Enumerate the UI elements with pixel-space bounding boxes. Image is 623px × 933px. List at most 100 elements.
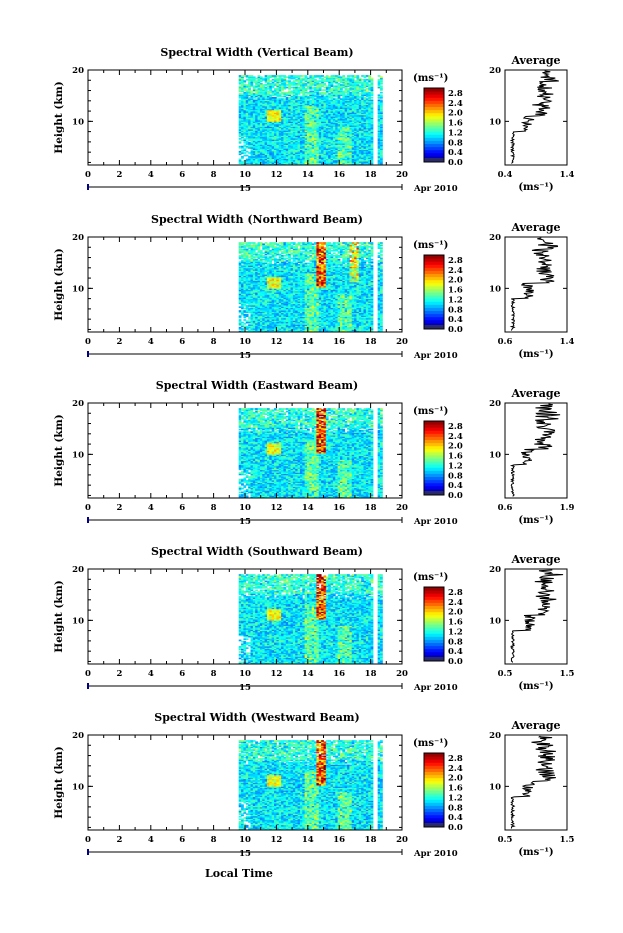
heatmap-cell xyxy=(243,84,246,86)
heatmap-cell xyxy=(286,80,289,82)
heatmap-cell xyxy=(243,155,246,157)
panel-title: Spectral Width (Vertical Beam) xyxy=(160,46,353,59)
heatmap-cell xyxy=(335,80,338,82)
heatmap-cell xyxy=(291,82,294,84)
heatmap-cell xyxy=(293,87,296,89)
heatmap-cell xyxy=(248,75,251,77)
heatmap-cell xyxy=(361,82,364,84)
heatmap-cell xyxy=(255,80,258,82)
heatmap-cell xyxy=(267,75,270,77)
heatmap-cell xyxy=(239,100,242,102)
heatmap-cell xyxy=(262,84,265,86)
heatmap-cell xyxy=(243,92,246,94)
heatmap-cell xyxy=(272,82,275,84)
heatmap-cell xyxy=(262,78,265,80)
heatmap-cell xyxy=(342,91,345,93)
heatmap-cell xyxy=(300,78,303,80)
heatmap-cell xyxy=(274,88,277,90)
heatmap-cell xyxy=(281,75,284,77)
heatmap-cell xyxy=(298,75,301,77)
heatmap-cell xyxy=(241,150,244,152)
heatmap-cell xyxy=(324,76,327,78)
heatmap-cell xyxy=(307,85,310,87)
heatmap-cell xyxy=(340,76,343,78)
heatmap-cell xyxy=(321,92,324,94)
heatmap-cell xyxy=(356,75,359,77)
heatmap-cell xyxy=(307,92,310,94)
heatmap-cell xyxy=(298,87,301,89)
heatmap-cell xyxy=(324,79,327,81)
heatmap-cell xyxy=(335,75,338,77)
heatmap-cell xyxy=(349,92,352,94)
heatmap-cell xyxy=(250,91,253,93)
heatmap-cell xyxy=(239,93,242,95)
heatmap-cell xyxy=(279,75,282,77)
heatmap-cell xyxy=(321,75,324,77)
heatmap-cell xyxy=(274,83,277,85)
heatmap-cell xyxy=(253,100,256,102)
heatmap-cell xyxy=(345,78,348,80)
heatmap-cell xyxy=(288,80,291,82)
heatmap-cell xyxy=(243,138,246,140)
heatmap-cell xyxy=(243,80,246,82)
heatmap-cell xyxy=(340,84,343,86)
heatmap-cell xyxy=(316,80,319,82)
heatmap-cell xyxy=(276,78,279,80)
heatmap-cell xyxy=(288,91,291,93)
heatmap-cell xyxy=(241,93,244,95)
heatmap-cell xyxy=(241,75,244,77)
heatmap-cell xyxy=(302,78,305,80)
heatmap-cell xyxy=(260,76,263,78)
heatmap-cell xyxy=(276,75,279,77)
heatmap-cell xyxy=(312,75,315,77)
heatmap-cell xyxy=(312,91,315,93)
heatmap-cell xyxy=(291,91,294,93)
heatmap-cell xyxy=(276,98,279,100)
heatmap-cell xyxy=(300,75,303,77)
heatmap-cell xyxy=(239,146,242,148)
heatmap-cell xyxy=(302,75,305,77)
heatmap-cell xyxy=(354,75,357,77)
heatmap-cell xyxy=(338,75,341,77)
figure: Spectral Width (Vertical Beam)0246810121… xyxy=(0,0,623,929)
heatmap-cell xyxy=(243,144,246,146)
heatmap-cell xyxy=(281,98,284,100)
heatmap-cell xyxy=(269,83,272,85)
heatmap-cell xyxy=(319,80,322,82)
heatmap-cell xyxy=(328,93,331,95)
heatmap-cell xyxy=(361,75,364,77)
heatmap-cell xyxy=(298,96,301,98)
heatmap-cell xyxy=(354,80,357,82)
heatmap-cell xyxy=(286,76,289,78)
heatmap-cell xyxy=(307,96,310,98)
heatmap-cell xyxy=(246,155,249,157)
heatmap-cell xyxy=(246,89,249,91)
panel-0: Spectral Width (Vertical Beam)0246810121… xyxy=(53,46,574,194)
heatmap-cell xyxy=(248,97,251,99)
heatmap-cell xyxy=(286,84,289,86)
heatmap-cell xyxy=(331,75,334,77)
heatmap-cell xyxy=(253,85,256,87)
heatmap-cell xyxy=(272,75,275,77)
heatmap-cell xyxy=(239,138,242,140)
heatmap-cell xyxy=(307,80,310,82)
heatmap-cell xyxy=(359,100,362,102)
heatmap-cell xyxy=(359,78,362,80)
heatmap-cell xyxy=(241,146,244,148)
heatmap-cell xyxy=(324,87,327,89)
heatmap-cell xyxy=(246,79,249,81)
heatmap-cell xyxy=(352,75,355,77)
heatmap-cell xyxy=(281,96,284,98)
heatmap-cell xyxy=(331,88,334,90)
heatmap-cell xyxy=(239,75,242,77)
heatmap-cell xyxy=(321,78,324,80)
heatmap-cell xyxy=(349,78,352,80)
heatmap-cell xyxy=(326,75,329,77)
heatmap-cell xyxy=(314,87,317,89)
heatmap-cell xyxy=(267,91,270,93)
heatmap-cell xyxy=(288,75,291,77)
heatmap-cell xyxy=(269,80,272,82)
heatmap-cell xyxy=(347,75,350,77)
heatmap-cell xyxy=(279,84,282,86)
heatmap-cell xyxy=(359,85,362,87)
